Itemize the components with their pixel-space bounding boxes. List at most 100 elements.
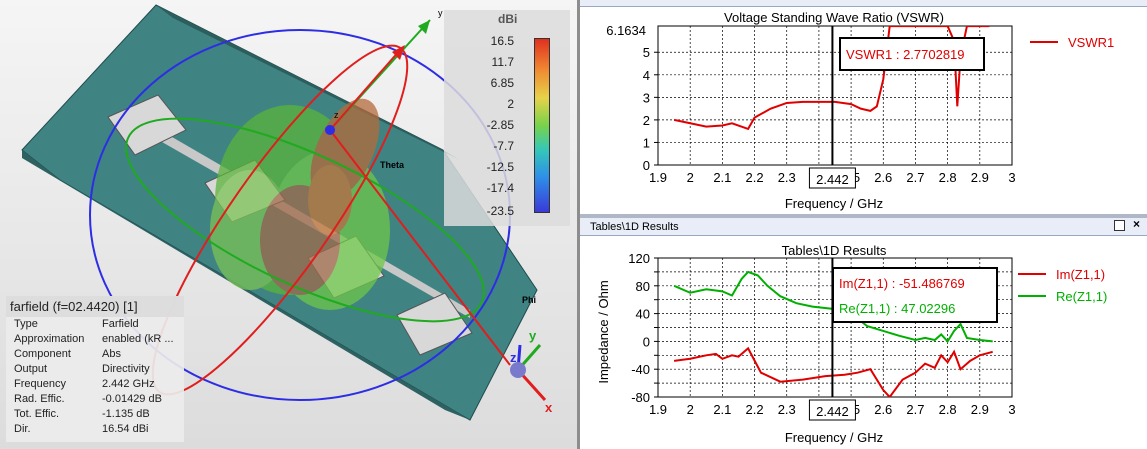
y-tick-label: 2 [643,113,650,128]
vswr-legend: VSWR1 [1030,35,1114,50]
imp-titlebar[interactable]: Tables\1D Results [580,218,1147,236]
imp-ylabel: Impedance / Ohm [596,280,611,383]
imp-readout-im: Im(Z1,1) : -51.486769 [839,276,965,291]
z-axis-arrow [392,45,405,60]
imp-readout-re: Re(Z1,1) : 47.02296 [839,301,955,316]
x-tick-label: 2.7 [906,402,924,417]
y-tick-label: 1 [643,135,650,150]
imp-readout: Im(Z1,1) : -51.486769 Re(Z1,1) : 47.02296 [832,267,998,323]
imp-legend-im: Im(Z1,1) [1056,267,1105,282]
info-row: Frequency 2.442 GHz [14,378,155,390]
theta-circle [125,117,485,323]
x-tick-label: 2.2 [746,170,764,185]
x-tick-label: 2.8 [939,170,957,185]
colorbar-gradient [534,38,550,213]
impedance-chart[interactable]: Tables\1D Results Frequency / GHz Impeda… [580,218,1147,449]
maximize-button[interactable] [1114,220,1125,231]
info-row: Output Directivity [14,363,150,375]
pcb-edge [156,5,460,160]
y-tick-label: 40 [636,307,650,322]
colorbar-tick: 6.85 [490,76,514,90]
colorbar-tick: -7.7 [493,139,514,153]
colorbar-tick: -23.5 [486,204,514,218]
x-tick-label: 2.6 [874,170,892,185]
imp-legend-re: Re(Z1,1) [1056,289,1107,304]
colorbar-tick: 2 [507,97,514,111]
vswr-titlebar[interactable] [580,0,1147,7]
colorbar-tick: 16.5 [490,34,514,48]
farfield-info-box: farfield (f=02.4420) [1] Type Farfield Ap… [6,296,184,442]
info-row: Component Abs [14,348,121,360]
y-tick-label: 4 [643,68,650,83]
y-tick-label: -40 [631,362,650,377]
vswr-readout-text: VSWR1 : 2.7702819 [846,47,965,62]
info-row: Type Farfield [14,318,139,330]
x-tick-label: 2.3 [778,402,796,417]
vswr-legend-label: VSWR1 [1068,35,1114,50]
x-tick-label: 2.2 [746,402,764,417]
imp-plot-title: Tables\1D Results [782,243,887,258]
info-row: Tot. Effic. -1.135 dB [14,408,150,420]
frequency-marker-box[interactable] [808,399,856,421]
vswr-chart[interactable]: Voltage Standing Wave Ratio (VSWR) 6.163… [580,0,1147,214]
svg-text:y: y [529,328,537,343]
farfield-scene[interactable]: z Theta Phi y y z x [0,0,577,449]
y-tick-label: 5 [643,45,650,60]
axis-triad: y z x [510,328,553,415]
close-button[interactable]: × [1132,218,1140,231]
x-tick-label: 2.1 [713,402,731,417]
splitter-horizontal[interactable] [580,214,1147,218]
origin-marker [325,125,335,135]
imp-titlebar-text: Tables\1D Results [590,221,679,233]
y-tick-label: 120 [628,251,650,266]
vswr-window: Voltage Standing Wave Ratio (VSWR) 6.163… [580,0,1147,214]
colorbar-legend: dBi 16.5 11.7 6.85 2 -2.85 -7.7 -12.5 -1… [444,10,570,226]
x-tick-label: 3 [1008,170,1015,185]
imp-legend: Im(Z1,1) Re(Z1,1) [1018,267,1107,304]
x-tick-label: 2 [687,170,694,185]
x-tick-label: 3 [1008,402,1015,417]
y-axis-arrow [418,20,430,34]
colorbar-unit: dBi [498,12,518,26]
splitter-vertical[interactable] [577,0,580,449]
phi-label: Phi [522,295,536,305]
x-tick-label: 1.9 [649,170,667,185]
info-row: Rad. Effic. -0.01429 dB [14,393,162,405]
frequency-marker-label: 2.442 [816,172,849,187]
y-tick-label: 0 [643,158,650,173]
x-axis-line [329,129,511,366]
y-tick-label: 0 [643,334,650,349]
z-label: z [334,110,339,120]
colorbar-tick: -12.5 [486,160,514,174]
vswr-plot-title: Voltage Standing Wave Ratio (VSWR) [724,10,944,25]
x-tick-label: 2.1 [713,170,731,185]
y-tick-label: 80 [636,279,650,294]
info-title: farfield (f=02.4420) [1] [6,296,184,317]
y-tick-label: -80 [631,390,650,405]
colorbar-tick: -17.4 [486,181,514,195]
patch-4 [396,292,473,356]
vswr-top-value: 6.1634 [606,23,646,38]
x-tick-label: 2 [687,402,694,417]
radiation-pattern [210,98,390,310]
series-line-Im(Z1,1) [673,346,993,397]
frequency-marker-label: 2.442 [816,404,849,419]
svg-text:x: x [545,400,553,415]
x-tick-label: 2.7 [906,170,924,185]
colorbar-tick: -2.85 [486,118,514,132]
y-tick-label: 3 [643,90,650,105]
x-tick-label: 2.9 [971,170,989,185]
impedance-window: Tables\1D Results Frequency / GHz Impeda… [580,218,1147,449]
x-tick-label: 2.6 [874,402,892,417]
info-row: Approximation enabled (kR ... [14,333,174,345]
vswr-readout: VSWR1 : 2.7702819 [839,37,985,71]
farfield-3d-view[interactable]: z Theta Phi y y z x dBi 16.5 11.7 6.85 2… [0,0,577,449]
z-axis-line [329,49,401,131]
vswr-xlabel: Frequency / GHz [785,196,883,211]
imp-xlabel: Frequency / GHz [785,430,883,445]
frequency-marker-box[interactable] [808,167,856,189]
colorbar-tick: 11.7 [491,55,514,69]
x-tick-label: 1.9 [649,402,667,417]
x-tick-label: 2.9 [971,402,989,417]
series-line-VSWR1 [673,26,990,131]
